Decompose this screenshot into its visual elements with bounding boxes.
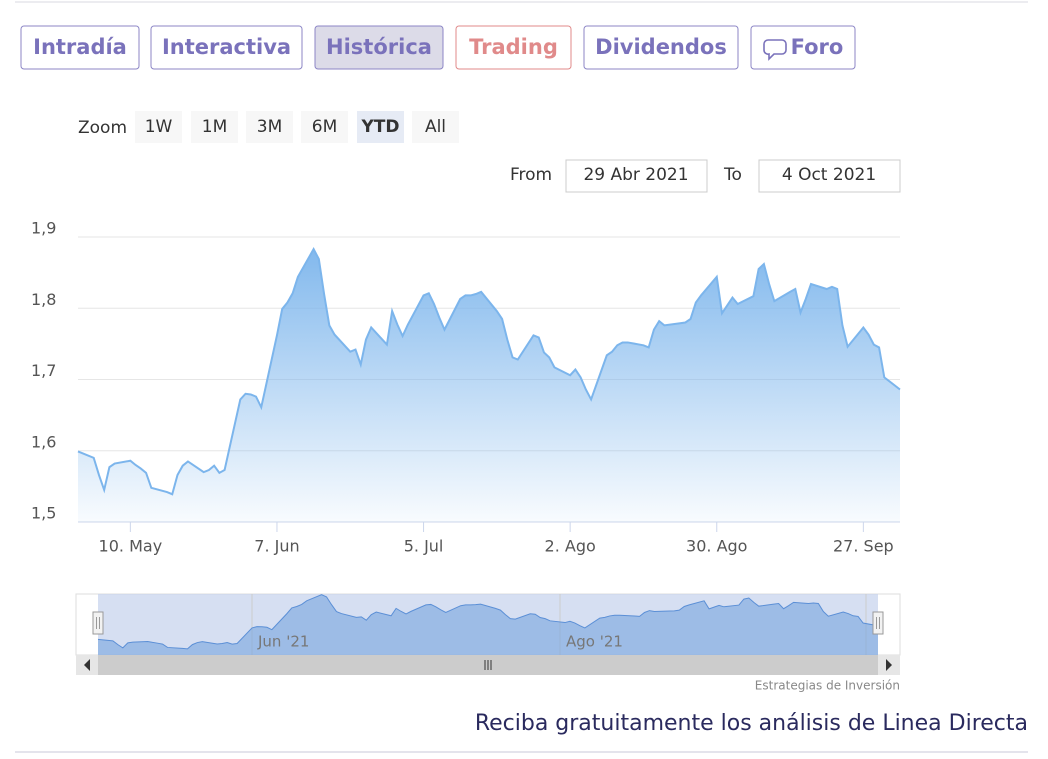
x-tick-label: 10. May [99, 537, 163, 556]
zoom-button-label[interactable]: YTD [360, 117, 399, 137]
to-input[interactable] [758, 159, 901, 193]
tab-label[interactable]: Foro [791, 35, 844, 59]
x-tick-label: 30. Ago [686, 537, 747, 556]
forum-icon [763, 39, 787, 61]
y-tick-label: 1,7 [31, 361, 56, 380]
scroll-grip [484, 660, 492, 670]
zoom-button-label[interactable]: 6M [312, 117, 337, 137]
tab-label[interactable]: Histórica [326, 35, 432, 59]
y-tick-label: 1,6 [31, 432, 56, 451]
x-tick-label: 7. Jun [254, 537, 299, 556]
zoom-button[interactable] [412, 111, 459, 143]
from-input[interactable] [565, 159, 708, 193]
zoom-button[interactable] [301, 111, 348, 143]
navigator-line [97, 594, 879, 650]
handle-grip [96, 617, 100, 629]
to-label: To [723, 165, 742, 185]
tab-label[interactable]: Trading [469, 35, 558, 59]
zoom-label: Zoom [78, 118, 127, 138]
zoom-button[interactable] [135, 111, 182, 143]
y-tick-label: 1,8 [31, 290, 56, 309]
from-label: From [510, 165, 552, 185]
tab[interactable] [20, 25, 140, 70]
footer-link[interactable]: Reciba gratuitamente los análisis de Lin… [475, 711, 1028, 736]
tab[interactable] [583, 25, 739, 70]
navigator-handle[interactable] [872, 611, 884, 635]
zoom-button[interactable] [191, 111, 238, 143]
tab-label[interactable]: Dividendos [595, 35, 727, 59]
area [78, 249, 900, 523]
line [77, 247, 901, 496]
x-tick-label: 27. Sep [833, 537, 894, 556]
y-tick-label: 1,9 [31, 219, 56, 238]
y-tick-label: 1,5 [31, 504, 56, 523]
credit[interactable]: Estrategias de Inversión [755, 679, 900, 693]
navigator-handle[interactable] [92, 611, 104, 635]
x-tick-label: 2. Ago [545, 537, 596, 556]
navigator-area [98, 594, 878, 655]
zoom-button-label[interactable]: 1W [145, 117, 173, 137]
arrow-right [886, 659, 892, 671]
x-tick-label: 5. Jul [404, 537, 444, 556]
from-value[interactable]: 29 Abr 2021 [583, 165, 688, 185]
zoom-button[interactable] [246, 111, 293, 143]
zoom-button-label[interactable]: 3M [257, 117, 282, 137]
tab[interactable] [150, 25, 303, 70]
zoom-button-label[interactable]: 1M [202, 117, 227, 137]
handle-grip [876, 617, 880, 629]
tab[interactable] [455, 25, 572, 70]
to-value[interactable]: 4 Oct 2021 [782, 165, 876, 185]
tab[interactable] [750, 25, 856, 70]
zoom-button-label[interactable]: All [425, 117, 446, 137]
tab-label[interactable]: Intradía [33, 35, 127, 59]
zoom-button[interactable] [357, 111, 404, 143]
arrow-left [84, 659, 90, 671]
tab-label[interactable]: Interactiva [162, 35, 291, 59]
navigator-label: Jun '21 [257, 633, 309, 651]
navigator-label: Ago '21 [566, 633, 623, 651]
tab[interactable] [314, 25, 444, 70]
